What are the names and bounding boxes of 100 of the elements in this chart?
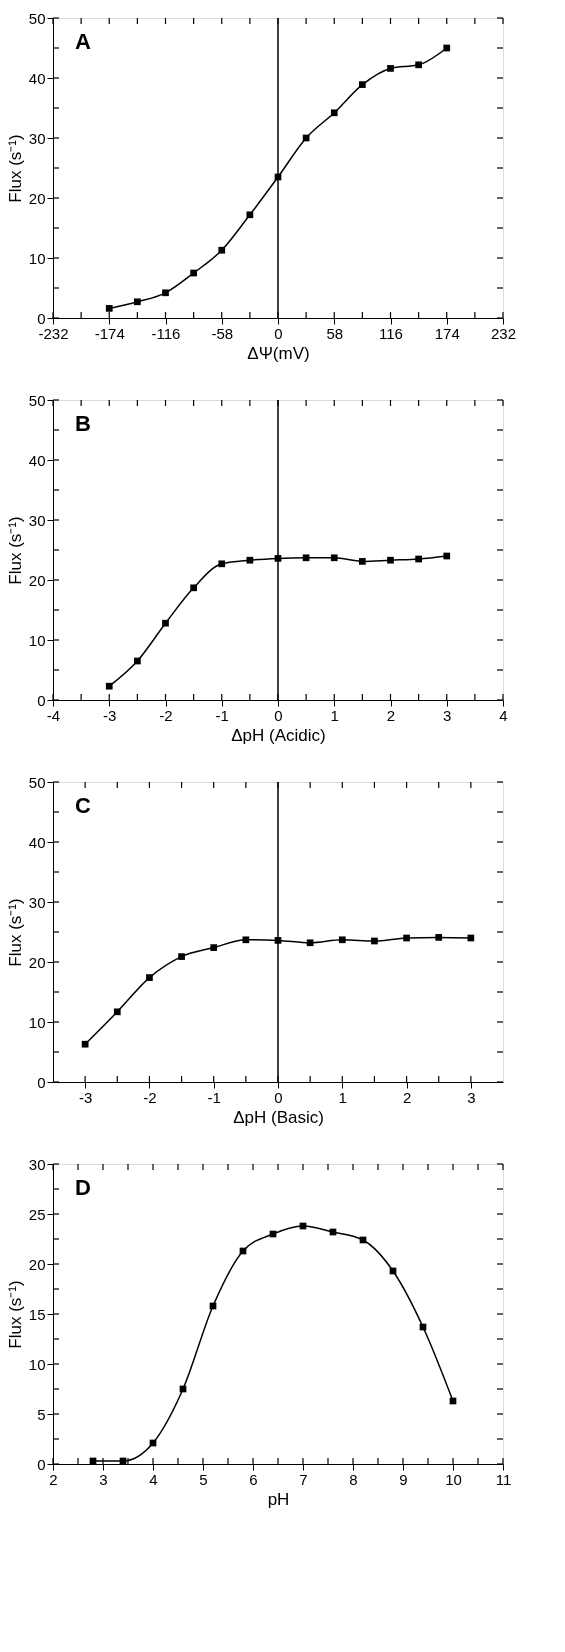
y-tick-label: 10	[28, 631, 46, 649]
x-tick-label: 1	[330, 706, 339, 724]
point	[218, 560, 226, 568]
point	[134, 298, 141, 306]
point	[210, 944, 218, 951]
x-tick-label: 116	[379, 324, 403, 342]
point	[146, 974, 153, 981]
point	[387, 65, 394, 72]
y-tick-label: 10	[28, 249, 46, 267]
x-tick-label: 10	[445, 1470, 462, 1488]
x-tick-label: 7	[299, 1470, 308, 1488]
y-axis-title: Flux (s⁻¹)	[5, 1280, 25, 1349]
y-tick-label: 50	[28, 773, 46, 791]
x-tick-label: 0	[274, 1088, 283, 1106]
x-tick-label: -2	[143, 1088, 157, 1106]
point	[246, 211, 254, 219]
point	[113, 1008, 121, 1016]
y-axis-title: Flux (s⁻¹)	[5, 134, 25, 203]
x-tick-label: -2	[159, 706, 173, 724]
point	[359, 81, 366, 88]
x-tick-label: 2	[402, 1088, 412, 1106]
x-tick-label: -116	[151, 324, 181, 342]
annotation: D	[75, 1175, 91, 1200]
y-tick-label: 20	[28, 571, 46, 589]
point	[443, 44, 451, 52]
y-tick-label: 25	[28, 1205, 46, 1223]
x-tick-label: -4	[46, 706, 61, 724]
point	[242, 936, 250, 944]
point	[190, 584, 197, 592]
point	[415, 555, 422, 563]
x-axis-title: ΔpH (Acidic)	[231, 725, 326, 745]
point	[246, 556, 254, 564]
x-tick-label: 5	[199, 1470, 208, 1488]
x-tick-label: 6	[249, 1470, 258, 1488]
y-tick-label: 40	[28, 833, 46, 851]
x-tick-label: -1	[207, 1088, 221, 1106]
x-axis-title: ΔΨ(mV)	[247, 343, 310, 363]
y-tick-label: 0	[37, 1455, 46, 1473]
x-tick-label: 1	[338, 1088, 347, 1106]
point	[162, 289, 169, 297]
point	[190, 269, 197, 277]
x-tick-label: 174	[434, 324, 460, 342]
point	[403, 934, 410, 942]
x-tick-label: -3	[103, 706, 117, 724]
y-tick-label: 40	[28, 451, 46, 469]
point	[302, 554, 310, 562]
y-tick-label: 20	[28, 189, 46, 207]
x-axis-title: pH	[267, 1489, 290, 1509]
x-tick-label: 11	[495, 1470, 512, 1488]
x-tick-label: -3	[78, 1088, 93, 1106]
annotation: B	[75, 411, 91, 436]
point	[387, 556, 394, 564]
x-tick-label: -174	[94, 324, 125, 342]
point	[338, 936, 346, 944]
point	[162, 619, 169, 627]
point	[443, 552, 451, 560]
y-tick-label: 0	[37, 309, 46, 327]
x-tick-label: -1	[215, 706, 229, 724]
y-tick-label: 0	[37, 691, 46, 709]
point	[105, 682, 113, 690]
x-tick-label: 4	[499, 706, 508, 724]
point	[330, 554, 338, 562]
point	[435, 934, 443, 941]
point	[415, 61, 422, 69]
x-tick-label: 58	[326, 324, 344, 342]
x-tick-label: 2	[49, 1470, 58, 1488]
y-tick-label: 10	[28, 1013, 46, 1031]
y-tick-label: 30	[28, 1155, 46, 1173]
x-tick-label: 9	[399, 1470, 408, 1488]
x-tick-label: 4	[149, 1470, 158, 1488]
point	[371, 937, 378, 945]
point	[306, 939, 314, 947]
x-tick-label: 0	[274, 324, 283, 342]
y-tick-label: 20	[28, 953, 46, 971]
point	[178, 953, 185, 960]
x-tick-label: 0	[274, 706, 283, 724]
y-axis-title: Flux (s⁻¹)	[5, 898, 25, 967]
y-axis-title: Flux (s⁻¹)	[5, 516, 25, 585]
annotation: A	[75, 29, 91, 54]
point	[359, 558, 366, 565]
point	[274, 937, 282, 944]
y-tick-label: 50	[28, 391, 46, 409]
x-tick-label: 8	[349, 1470, 358, 1488]
x-tick-label: 2	[386, 706, 396, 724]
point	[330, 109, 338, 117]
y-tick-label: 15	[28, 1305, 46, 1323]
y-tick-label: 20	[28, 1255, 46, 1273]
point	[81, 1040, 89, 1048]
y-tick-label: 50	[28, 9, 46, 27]
y-tick-label: 10	[28, 1355, 46, 1373]
x-tick-label: 3	[443, 706, 452, 724]
x-tick-label: 3	[467, 1088, 476, 1106]
annotation: C	[75, 793, 91, 818]
point	[134, 657, 141, 665]
point	[105, 305, 113, 312]
x-tick-label: -232	[38, 324, 69, 342]
x-tick-label: 232	[490, 324, 517, 342]
x-axis-title: ΔpH (Basic)	[233, 1107, 324, 1127]
y-tick-label: 0	[37, 1073, 46, 1091]
y-tick-label: 40	[28, 69, 46, 87]
